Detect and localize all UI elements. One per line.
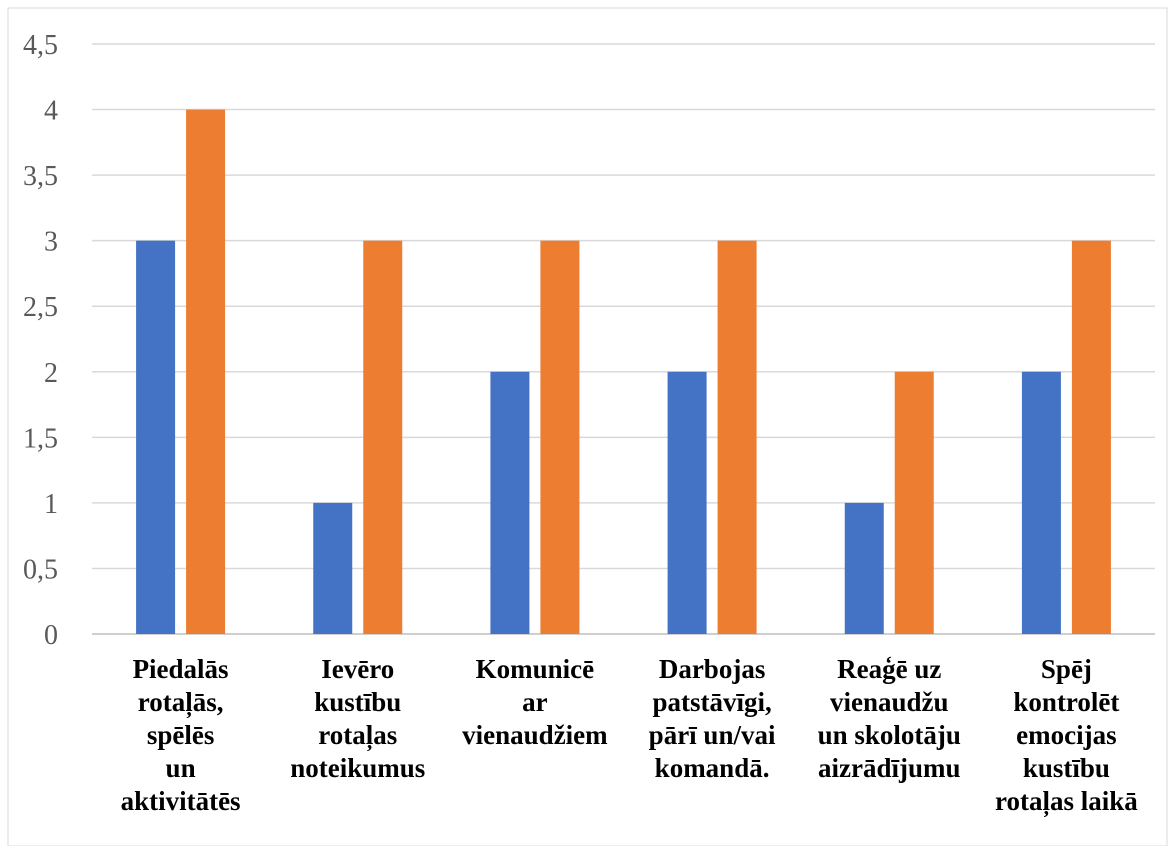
x-category-label-line: Spēj xyxy=(1041,654,1092,684)
bar-series1-1 xyxy=(313,502,353,634)
x-category-label: Darbojas patstāvīgi, pārī un/vai komandā. xyxy=(649,654,776,783)
gridlines xyxy=(92,43,1155,635)
x-axis-labels: Piedalās rotaļās, spēlēs un aktivitātēs Ievēr… xyxy=(121,654,1139,818)
bar-series2-4 xyxy=(894,371,934,634)
x-category-label-line: noteikumus xyxy=(290,753,425,783)
x-category-label: Komunicē ar vienaudžiem xyxy=(462,654,608,750)
bar-series2-1 xyxy=(363,240,403,634)
y-tick-label: 0 xyxy=(44,620,58,651)
y-tick-label: 1,5 xyxy=(23,423,58,454)
bar-series1-0 xyxy=(136,240,176,634)
x-category-label: Spēj kontrolēt emocijas kustību rotaļas laik… xyxy=(995,654,1138,818)
x-category-label-line: Darbojas xyxy=(659,654,766,684)
x-category-label-line: kustību xyxy=(1023,753,1110,783)
y-tick-label: 4 xyxy=(44,96,58,127)
bars xyxy=(136,109,1111,635)
bar-series2-3 xyxy=(717,240,757,634)
bar-series1-2 xyxy=(490,371,530,634)
bar-series1-5 xyxy=(1021,371,1061,634)
x-category-label-line: kustību xyxy=(314,687,401,717)
x-category-label-line: aizrādījumu xyxy=(818,753,961,783)
chart-border xyxy=(7,7,1168,846)
x-category-label-line: rotaļas xyxy=(318,720,397,752)
x-category-label-line: pārī un/vai xyxy=(649,720,776,750)
x-category-label-line: komandā. xyxy=(655,753,770,783)
y-tick-label: 3,5 xyxy=(23,161,58,192)
bar-series2-2 xyxy=(540,240,580,634)
x-category-label: Piedalās rotaļās, spēlēs un aktivitātēs xyxy=(121,654,241,816)
x-category-label-line: kontrolēt xyxy=(1013,687,1119,717)
x-category-label-line: rotaļās, xyxy=(138,687,224,719)
x-category-label-line: Ievēro xyxy=(321,654,394,684)
x-category-label-line: un xyxy=(166,753,196,783)
y-axis-ticks: 0 0,5 1 1,5 2 2,5 3 3,5 4 4,5 xyxy=(23,30,58,651)
x-category-label-line: un skolotāju xyxy=(818,720,961,750)
y-tick-label: 2,5 xyxy=(23,292,58,323)
x-category-label-line: Reaģē uz xyxy=(837,654,941,684)
x-category-label-line: emocijas xyxy=(1016,720,1116,750)
bar-series1-3 xyxy=(667,371,707,634)
bar-series2-0 xyxy=(186,109,226,635)
x-category-label-line: aktivitātēs xyxy=(121,786,241,816)
bar-series2-5 xyxy=(1071,240,1111,634)
x-category-label-line: ar xyxy=(522,687,548,717)
x-category-label: Ievēro kustību rotaļas noteikumus xyxy=(290,654,425,783)
y-tick-label: 4,5 xyxy=(23,30,58,61)
x-category-label-line: vienaudžu xyxy=(830,687,949,717)
bar-series1-4 xyxy=(844,502,884,634)
y-tick-label: 1 xyxy=(44,489,58,520)
x-category-label-line: spēlēs xyxy=(147,720,215,750)
x-category-label-line: vienaudžiem xyxy=(462,720,608,750)
y-tick-label: 3 xyxy=(44,227,58,258)
x-category-label-line: Piedalās xyxy=(133,654,229,684)
y-tick-label: 2 xyxy=(44,358,58,389)
x-category-label-line: Komunicē xyxy=(476,654,595,684)
x-category-label: Reaģē uz vienaudžu un skolotāju aizrādījumu xyxy=(818,654,961,783)
x-category-label-line: patstāvīgi, xyxy=(652,687,771,717)
y-tick-label: 0,5 xyxy=(23,554,58,585)
x-category-label-line: rotaļas laikā xyxy=(995,786,1138,818)
